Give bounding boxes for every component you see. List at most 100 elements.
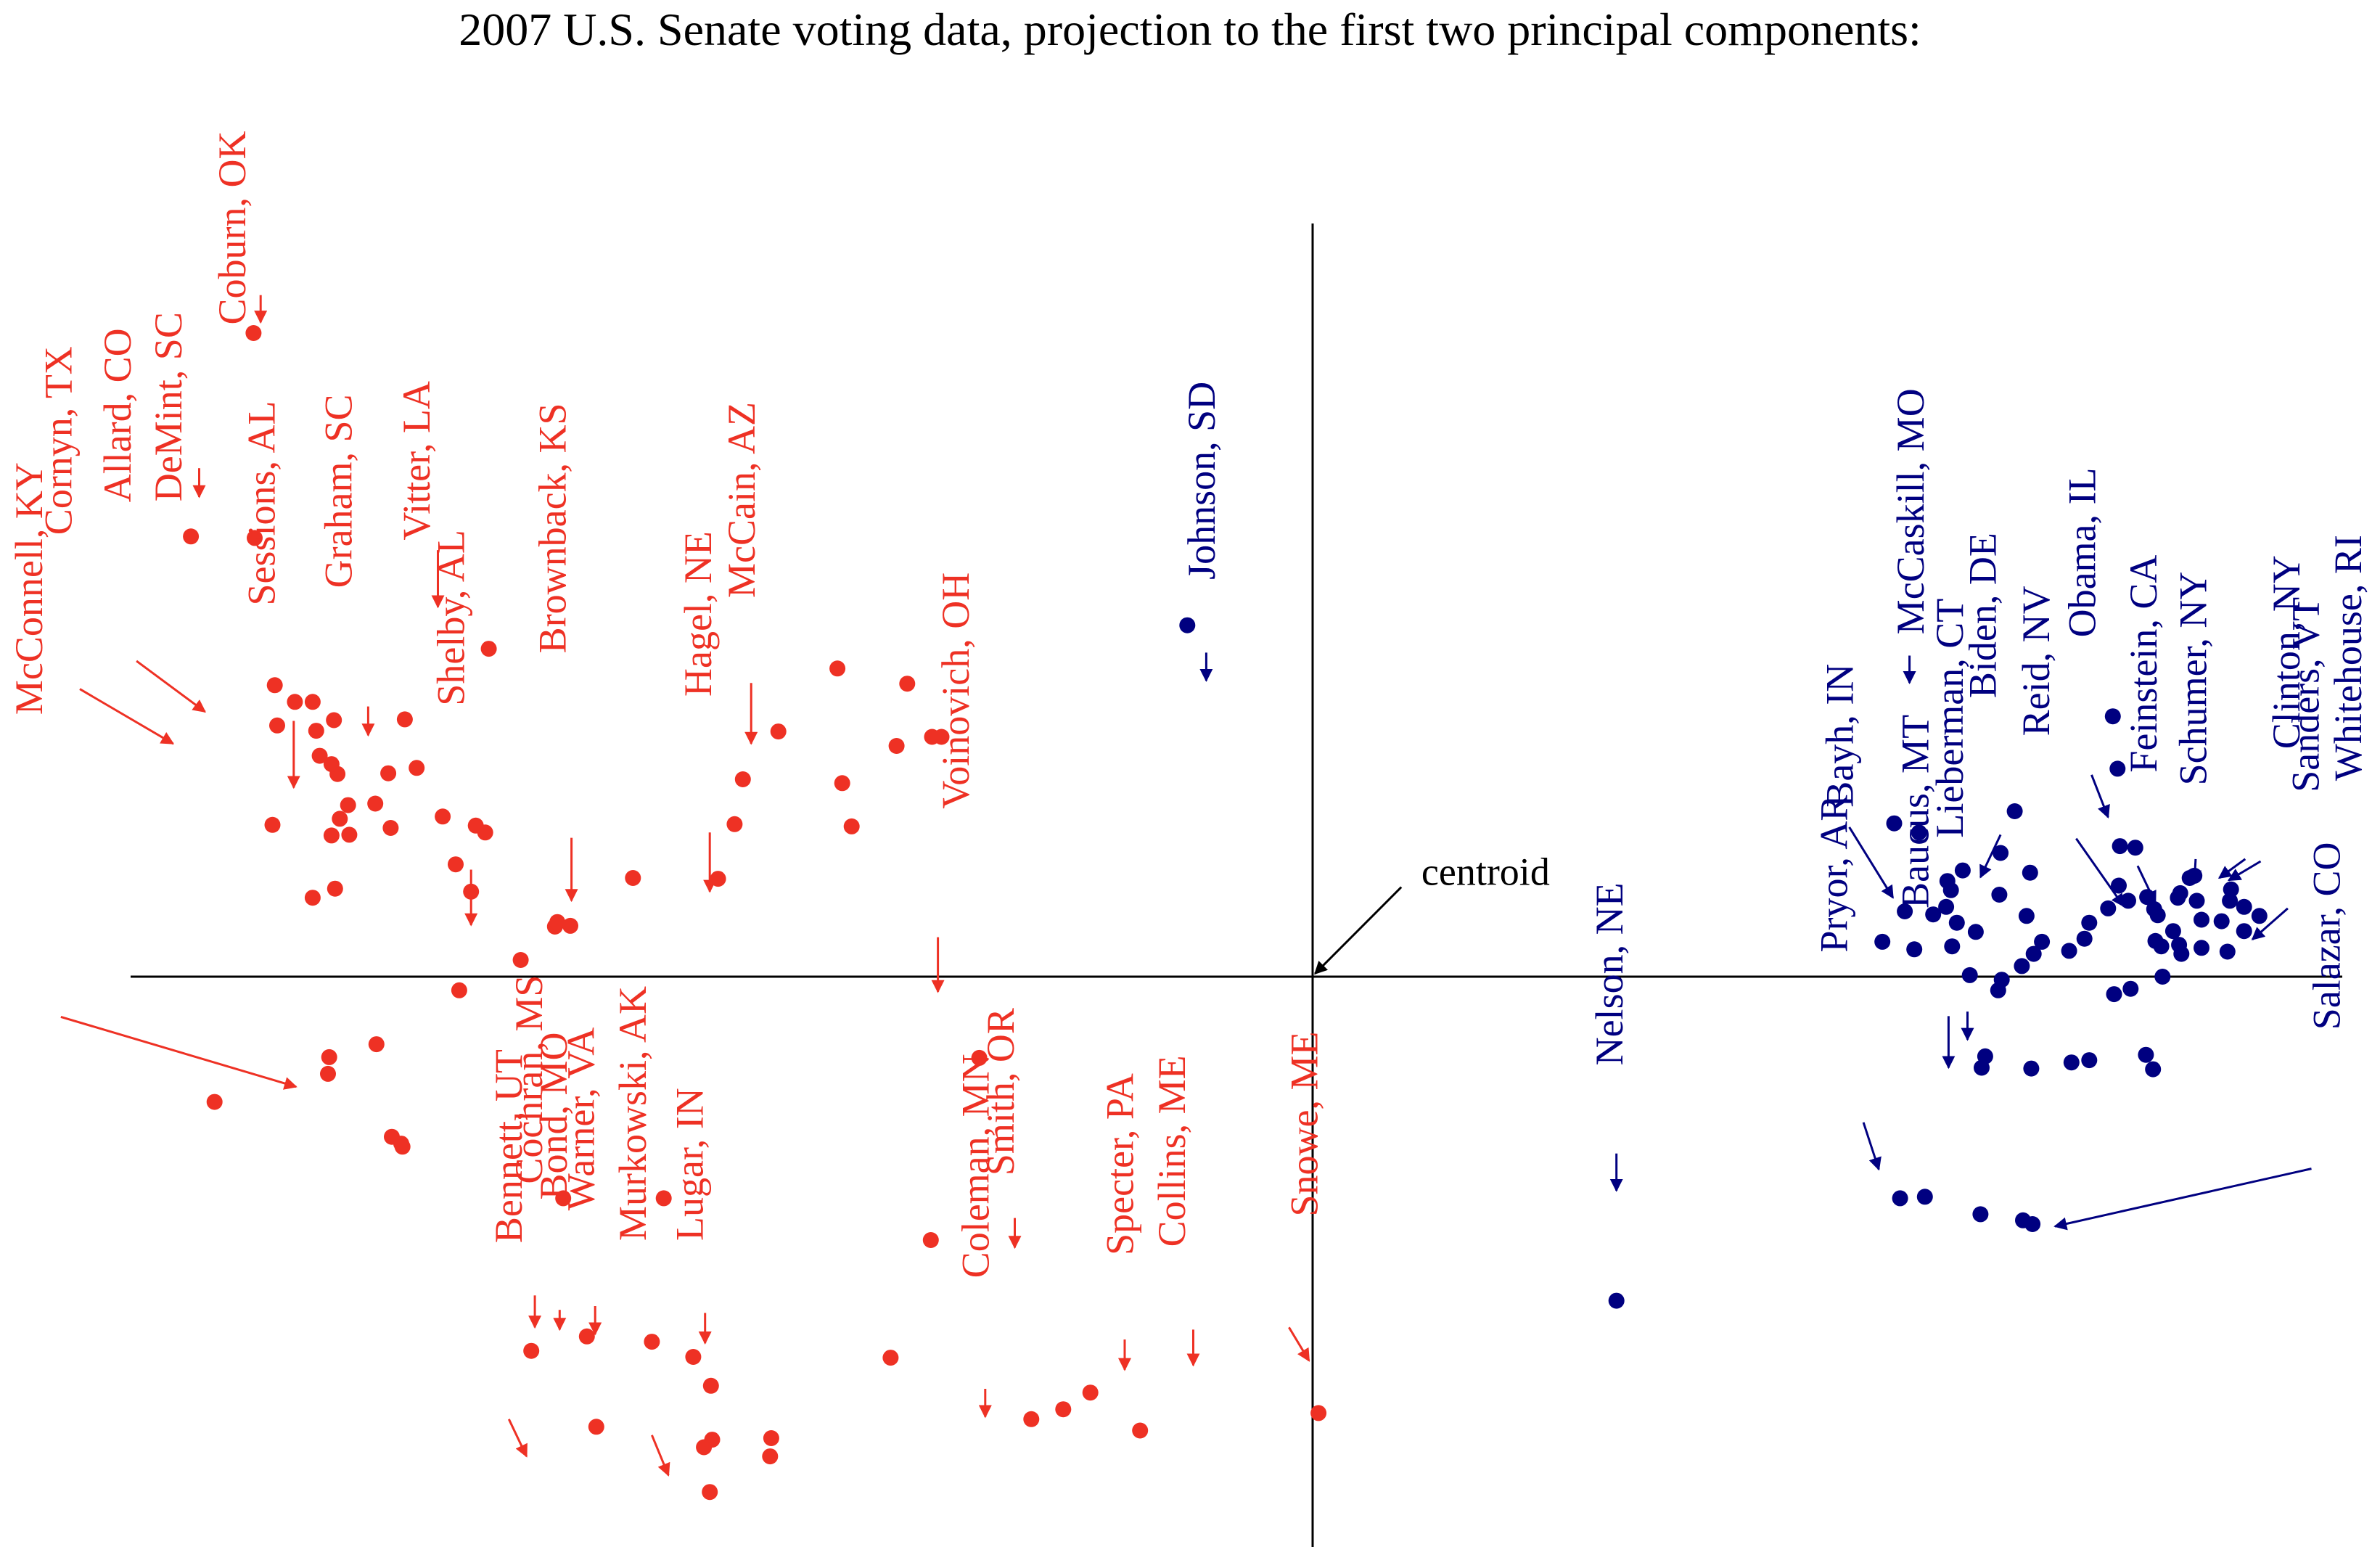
democrat-point-70 <box>2015 1212 2031 1228</box>
democrat-point-61 <box>2023 1060 2040 1077</box>
democrat-point-60 <box>1990 982 2006 998</box>
republican-point-22 <box>480 641 497 657</box>
republican-point-29 <box>264 816 281 833</box>
label-hagel-ne: Hagel, NE <box>676 531 720 697</box>
republican-point-27 <box>287 694 303 710</box>
republican-point-28 <box>304 694 321 710</box>
democrat-point-26 <box>2120 892 2136 909</box>
republican-point-19 <box>463 883 480 900</box>
label-whitehouse-ri: Whitehouse, RI <box>2326 535 2370 781</box>
leader-arrow-bayh-in <box>1848 826 1895 899</box>
leader-arrow-bennett-ut <box>507 1419 528 1458</box>
democrat-point-1 <box>1179 617 1196 633</box>
label-johnson-sd: Johnson, SD <box>1180 382 1223 580</box>
democrat-point-67 <box>2145 1061 2162 1078</box>
leader-arrow-pryor-ar <box>1862 1122 1882 1171</box>
democrat-point-59 <box>1974 1059 1990 1076</box>
republican-point-36 <box>320 1065 336 1082</box>
label-feinstein-ca: Feinstein, CA <box>2122 555 2165 773</box>
label-cornyn-tx: Cornyn, TX <box>37 346 81 535</box>
democrat-point-45 <box>2236 898 2252 915</box>
republican-point-67 <box>655 1190 672 1207</box>
democrat-point-24 <box>2100 900 2117 916</box>
republican-point-65 <box>971 1049 988 1066</box>
republican-point-75 <box>1310 1405 1327 1421</box>
leader-arrow-obama-il <box>2090 774 2110 818</box>
republican-point-11 <box>323 827 340 844</box>
democrat-point-46 <box>2223 881 2239 898</box>
democrat-point-37 <box>2251 908 2268 924</box>
republican-point-30 <box>382 820 399 836</box>
label-snowe-me: Snowe, ME <box>1283 1032 1326 1217</box>
label-obama-il: Obama, IL <box>2060 467 2104 637</box>
democrat-point-22 <box>2076 930 2093 947</box>
label-bayh-in: Bayh, IN <box>1818 664 1862 808</box>
republican-point-12 <box>341 826 358 843</box>
label-lieberman-ct: Lieberman, CT <box>1928 599 1971 838</box>
democrat-point-35 <box>2219 943 2236 960</box>
label-bennett-ut: Bennett, UT <box>487 1049 530 1243</box>
republican-point-15 <box>396 711 413 728</box>
label-specter-pa: Specter, PA <box>1098 1073 1141 1255</box>
leader-arrow-clinton-ny <box>2217 858 2246 879</box>
label-biden-de: Biden, DE <box>1961 533 2005 698</box>
democrat-point-44 <box>2213 913 2230 930</box>
democrat-point-34 <box>2194 940 2209 956</box>
republican-point-42 <box>523 1342 540 1359</box>
republican-point-34 <box>368 1036 385 1053</box>
republican-point-52 <box>888 738 905 754</box>
democrat-point-15 <box>1911 824 1927 841</box>
democrat-point-13 <box>1939 873 1956 890</box>
label-murkowski-ak: Murkowski, AK <box>611 986 654 1241</box>
republican-point-2 <box>247 530 263 546</box>
republican-point-50 <box>882 1350 899 1366</box>
republican-point-26 <box>266 677 283 694</box>
republican-point-4 <box>326 712 342 729</box>
republican-point-60 <box>770 723 787 740</box>
republican-point-7 <box>340 797 356 813</box>
republican-point-47 <box>702 1377 719 1394</box>
democrat-point-51 <box>2109 760 2126 777</box>
democrat-point-62 <box>2063 1054 2080 1071</box>
republican-point-25 <box>269 717 285 734</box>
label-lugar-in: Lugar, IN <box>668 1088 711 1241</box>
democrat-point-5 <box>1906 941 1923 958</box>
republican-point-73 <box>1132 1422 1149 1439</box>
republican-point-13 <box>327 880 343 897</box>
leader-arrow-snowe-me <box>1288 1326 1310 1362</box>
democrat-point-49 <box>2127 840 2143 856</box>
republican-point-63 <box>924 729 940 745</box>
label-schumer-ny: Schumer, NY <box>2172 572 2215 786</box>
democrat-point-41 <box>2170 890 2186 906</box>
republican-point-66 <box>922 1232 939 1248</box>
label-baucus-mt: Baucus, MT <box>1894 715 1937 908</box>
label-sanders-vt: Sanders, VT <box>2283 597 2327 792</box>
republican-point-17 <box>435 808 451 825</box>
democrat-point-40 <box>2146 900 2162 917</box>
label-mcconnell-ky: McConnell, KY <box>7 462 51 715</box>
label-clinton-ny: Clinton, NY <box>2265 555 2308 749</box>
democrat-point-16 <box>1886 815 1903 832</box>
democrat-point-33 <box>2171 937 2188 953</box>
democrat-point-43 <box>2194 911 2209 928</box>
label-reid-nv: Reid, NV <box>2014 586 2058 736</box>
democrat-point-32 <box>2153 938 2170 955</box>
label-warner-va: Warner, VA <box>559 1027 603 1210</box>
republican-point-59 <box>734 771 751 787</box>
centroid-label: centroid <box>1421 850 1550 893</box>
democrat-point-4 <box>1897 903 1913 919</box>
democrat-point-55 <box>2022 864 2038 881</box>
centroid-arrow <box>1314 886 1403 975</box>
label-mccaskill-mo: McCaskill, MO <box>1889 388 1932 634</box>
leader-arrow-biden-de <box>1979 834 2002 879</box>
republican-point-55 <box>562 917 578 934</box>
democrat-point-72 <box>1892 1190 1908 1207</box>
democrat-point-48 <box>2181 870 2198 886</box>
republican-point-45 <box>644 1334 660 1350</box>
democrat-point-54 <box>1991 887 2008 903</box>
republican-point-8 <box>367 795 384 812</box>
democrat-point-36 <box>2236 923 2252 940</box>
label-brownback-ks: Brownback, KS <box>531 403 575 653</box>
